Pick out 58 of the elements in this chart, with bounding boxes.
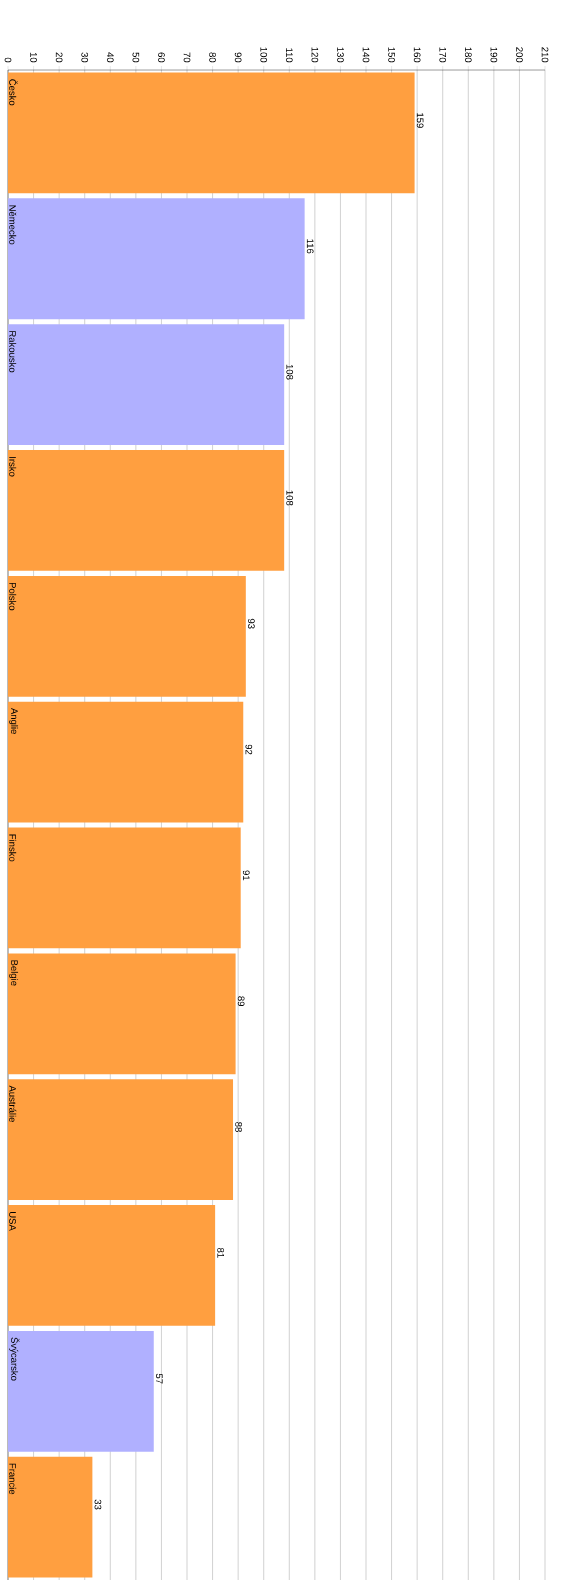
y-tick-label: Anglie <box>9 707 19 734</box>
bar <box>8 198 305 320</box>
x-tick-label: 180 <box>464 47 472 63</box>
x-tick-label: 90 <box>234 52 242 63</box>
bar <box>8 1205 216 1326</box>
y-tick-label: Česko <box>9 79 18 106</box>
y-tick-label: Belgie <box>9 960 19 986</box>
x-tick-label: 200 <box>516 47 523 63</box>
y-tick-label: Finsko <box>9 834 17 862</box>
x-tick-label: 210 <box>541 47 549 63</box>
x-tick-label: 150 <box>388 47 395 63</box>
x-tick-label: 130 <box>337 47 344 63</box>
y-tick-label: Austrálie <box>9 1085 17 1122</box>
x-tick-label: 190 <box>490 47 498 63</box>
data-label: 81 <box>217 1247 225 1258</box>
y-tick-label: Švýcarsko <box>9 1337 20 1381</box>
bar <box>8 1330 154 1452</box>
data-label: 57 <box>155 1373 163 1384</box>
y-tick-label: Polsko <box>9 582 17 611</box>
x-tick-label: 20 <box>55 52 63 63</box>
x-tick-label: 120 <box>311 47 319 63</box>
bar <box>8 72 415 194</box>
data-label: 92 <box>245 744 253 755</box>
bar <box>8 575 246 697</box>
x-tick-label: 110 <box>285 48 293 63</box>
x-tick-label: 140 <box>362 47 370 63</box>
data-label: 159 <box>416 113 424 128</box>
y-tick-label: Francie <box>9 1463 17 1495</box>
x-tick-label: 100 <box>260 47 268 63</box>
x-tick-label: 30 <box>81 52 89 63</box>
data-label: 108 <box>286 490 294 506</box>
bar <box>8 324 285 446</box>
x-tick-label: 60 <box>158 52 165 63</box>
bar <box>8 1456 93 1578</box>
x-tick-label: 170 <box>439 47 447 63</box>
x-tick-label: 0 <box>4 57 12 63</box>
x-tick-label: 50 <box>132 52 140 63</box>
x-tick-label: 10 <box>30 52 37 63</box>
y-tick-label: Rakousko <box>9 331 17 373</box>
y-tick-label: Irsko <box>9 457 17 477</box>
y-tick-label: Německo <box>9 205 17 245</box>
data-label: 91 <box>242 870 250 881</box>
data-label: 116 <box>306 239 314 254</box>
x-tick-label: 160 <box>413 47 421 63</box>
bar <box>8 953 236 1075</box>
bar <box>8 701 244 823</box>
x-tick-label: 70 <box>183 52 191 63</box>
data-label: 108 <box>286 364 294 380</box>
data-label: 88 <box>235 1122 242 1132</box>
bar <box>8 1079 234 1201</box>
bar <box>8 827 241 949</box>
x-tick-label: 80 <box>209 52 216 63</box>
y-tick-label: USA <box>9 1212 16 1231</box>
data-label: 89 <box>237 996 245 1007</box>
x-tick-label: 40 <box>106 52 114 63</box>
data-label: 33 <box>94 1499 102 1510</box>
bar <box>8 450 285 571</box>
data-label: 93 <box>248 618 255 629</box>
